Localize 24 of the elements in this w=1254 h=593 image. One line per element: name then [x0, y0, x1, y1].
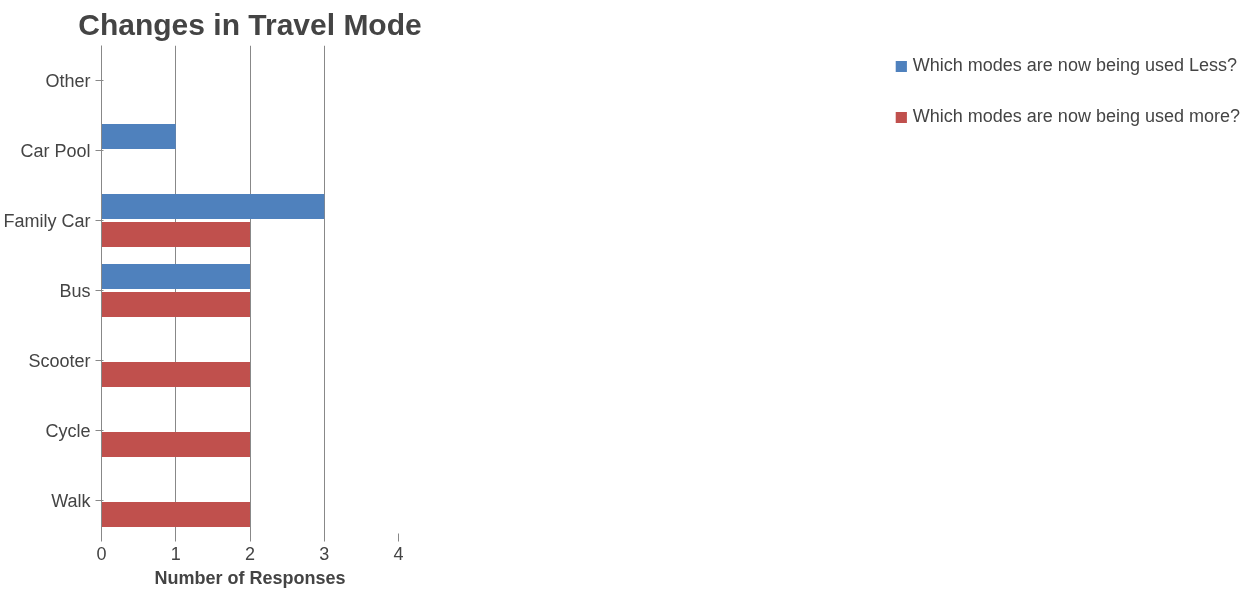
- y-tick-label: Family Car: [3, 210, 91, 231]
- y-tick-label: Car Pool: [20, 140, 91, 161]
- bar: [101, 221, 250, 248]
- x-tick-label: 4: [393, 543, 404, 564]
- chart-title: Changes in Travel Mode: [78, 7, 422, 41]
- bar: [101, 501, 250, 528]
- x-tick-label: 1: [170, 543, 181, 564]
- bar: [101, 193, 325, 220]
- bar: [101, 263, 250, 290]
- bar: [101, 361, 250, 388]
- y-tick-label: Scooter: [28, 350, 91, 371]
- x-tick-label: 0: [96, 543, 107, 564]
- y-tick-label: Other: [45, 70, 91, 91]
- bar: [101, 291, 250, 318]
- y-tick-label: Bus: [59, 280, 91, 301]
- bar: [101, 431, 250, 458]
- x-axis-title: Number of Responses: [154, 567, 346, 588]
- bar: [101, 123, 176, 150]
- y-tick-label: Walk: [51, 490, 92, 511]
- legend-label: Which modes are now being used more?: [912, 106, 1240, 127]
- x-tick-label: 3: [319, 543, 330, 564]
- y-tick-label: Cycle: [45, 420, 91, 441]
- legend-label: Which modes are now being used Less?: [912, 55, 1237, 76]
- x-tick-label: 2: [244, 543, 256, 564]
